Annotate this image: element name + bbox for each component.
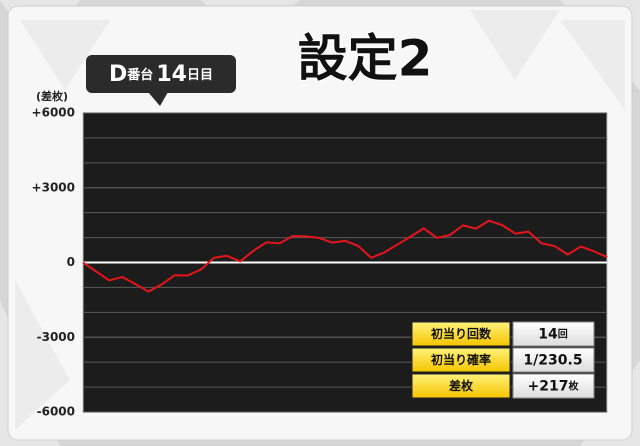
- table-value-cell: [512, 373, 595, 399]
- badge-pointer: [148, 92, 168, 106]
- y-tick-label: +6000: [32, 106, 75, 120]
- table-label: 初当り回数: [431, 326, 492, 341]
- table-value: 14回: [538, 327, 567, 343]
- badge-box: [86, 55, 236, 93]
- series-line: [82, 219, 608, 293]
- badge-part: D: [109, 62, 127, 87]
- badge-part: 日目: [187, 68, 213, 83]
- y-tick-label: +3000: [32, 180, 75, 194]
- chart-title: 設定2: [298, 30, 433, 88]
- table-value-number: 14: [538, 327, 558, 343]
- table-value: +217枚: [528, 379, 580, 395]
- table-value-cell: [512, 347, 595, 373]
- y-tick-label: -6000: [37, 405, 75, 419]
- table-value-number: 1/230.5: [523, 353, 582, 369]
- table-value-unit: 回: [558, 329, 568, 341]
- table-label: 初当り確率: [431, 352, 491, 367]
- table-label-cell: [411, 347, 511, 373]
- table-value-cell: [512, 321, 595, 347]
- badge-part: 番台: [126, 67, 153, 83]
- y-tick-label: -3000: [37, 330, 75, 344]
- y-axis-label: (差枚): [36, 89, 68, 103]
- y-tick-label: 0: [67, 255, 75, 269]
- table-value: 1/230.5: [523, 353, 582, 369]
- table-value-unit: 枚: [568, 380, 579, 393]
- badge-text: D番台 14日目: [109, 62, 213, 87]
- table-value-number: +217: [528, 379, 569, 395]
- table-label-cell: [411, 321, 511, 347]
- panel-pattern: [15, 10, 625, 430]
- badge-part: 14: [156, 62, 187, 87]
- table-label: 差枚: [448, 378, 474, 393]
- table-label-cell: [411, 373, 511, 399]
- badge: D番台 14日目: [86, 55, 236, 106]
